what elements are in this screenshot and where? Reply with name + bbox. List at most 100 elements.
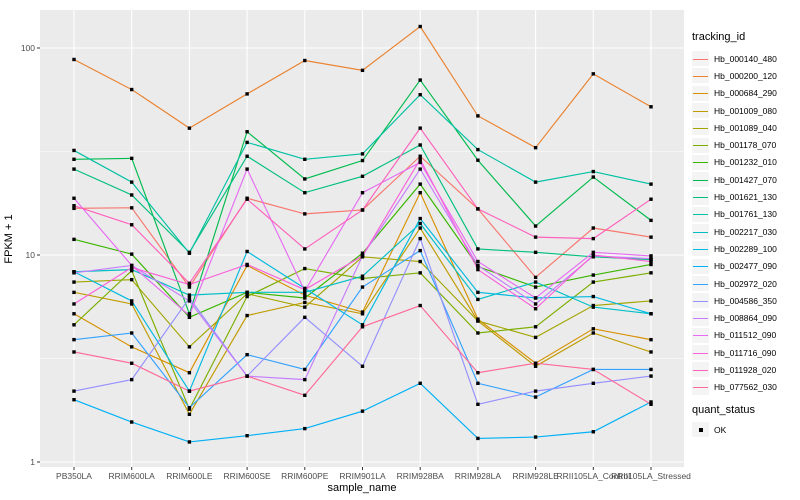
legend-key-swatch: [692, 103, 709, 119]
data-point: [649, 337, 653, 342]
data-point: [649, 254, 653, 258]
data-point: [418, 259, 422, 264]
legend-key-swatch: [692, 258, 709, 274]
data-point: [187, 345, 192, 349]
legend-key-line-icon: [693, 300, 708, 302]
legend-key-swatch: [692, 85, 709, 101]
data-point: [72, 167, 76, 171]
data-point: [418, 167, 422, 171]
data-point: [533, 235, 538, 239]
legend-item: Hb_004586_350: [692, 292, 777, 309]
data-point: [130, 252, 134, 256]
data-point: [591, 72, 595, 76]
data-point: [649, 105, 653, 109]
data-point: [418, 271, 422, 275]
data-point: [130, 223, 134, 227]
data-point: [649, 299, 653, 303]
data-point: [533, 325, 538, 329]
legend-item: Hb_000200_120: [692, 67, 777, 84]
data-point: [418, 92, 422, 97]
legend-item-label: Hb_001427_070: [714, 174, 777, 185]
data-point: [533, 435, 538, 439]
legend-items: Hb_000140_480 Hb_000200_120 Hb_000684_290 H…: [692, 50, 777, 396]
data-point: [533, 180, 538, 184]
legend-item: Hb_001427_070: [692, 171, 777, 188]
data-point: [360, 312, 365, 316]
data-point: [360, 325, 365, 329]
data-point: [72, 312, 76, 316]
data-point: [130, 277, 134, 282]
data-point: [187, 293, 192, 297]
x-tick-label: RRIM928BA: [397, 471, 445, 481]
data-point: [476, 297, 480, 302]
legend-item-label: Hb_077562_030: [714, 382, 777, 393]
legend-key-swatch: [692, 206, 709, 222]
data-point: [418, 78, 422, 82]
data-point: [418, 236, 422, 241]
legend-key-swatch: [692, 224, 709, 240]
data-point: [303, 300, 307, 305]
data-point: [591, 367, 595, 372]
data-point: [360, 274, 365, 278]
data-point: [187, 313, 192, 318]
x-tick-label: RRII105LA_Stressed: [611, 471, 691, 481]
data-point: [418, 303, 422, 308]
data-point: [360, 323, 365, 327]
data-point: [245, 140, 249, 145]
data-point: [72, 389, 76, 393]
data-point: [533, 395, 538, 399]
data-point: [187, 312, 192, 316]
data-point: [418, 157, 422, 161]
data-point: [72, 290, 76, 295]
data-point: [72, 271, 76, 275]
legend-key-line-icon: [693, 283, 708, 285]
data-point: [418, 226, 422, 230]
legend-item-label: Hb_001178_070: [714, 140, 777, 151]
data-point: [476, 147, 480, 152]
x-tick-label: RRII105LA_Control: [556, 471, 630, 481]
data-point: [187, 315, 192, 320]
data-point: [649, 402, 653, 406]
data-point: [303, 247, 307, 251]
data-point: [303, 177, 307, 181]
data-point: [72, 148, 76, 153]
legend-key-line-icon: [693, 352, 708, 354]
data-point: [476, 331, 480, 335]
legend-key-line-icon: [693, 162, 708, 164]
x-tick-label: RRIM600SE: [223, 471, 271, 481]
data-point: [591, 280, 595, 284]
data-point: [72, 204, 76, 208]
legend-title: tracking_id: [692, 31, 746, 43]
legend-item-label: Hb_002217_030: [714, 226, 777, 237]
legend-item-label: Hb_011716_090: [714, 347, 777, 358]
data-point: [72, 237, 76, 242]
data-point: [533, 224, 538, 228]
legend-item: Hb_000684_290: [692, 85, 777, 102]
data-point: [360, 310, 365, 314]
data-point: [476, 381, 480, 385]
legend-item: Hb_077562_030: [692, 379, 777, 396]
data-point: [533, 145, 538, 150]
legend-key-swatch: [692, 276, 709, 291]
data-point: [476, 436, 480, 441]
legend: tracking_id Hb_000140_480 Hb_000200_120 Hb…: [690, 0, 800, 500]
data-point: [418, 381, 422, 385]
x-tick-label: RRIM600LE: [166, 471, 213, 481]
data-point: [533, 335, 538, 340]
data-point: [476, 319, 480, 323]
data-point: [476, 267, 480, 272]
data-point: [72, 397, 76, 402]
data-point: [649, 400, 653, 404]
data-point: [245, 433, 249, 438]
data-point: [130, 377, 134, 382]
legend-item: Hb_001009_080: [692, 102, 777, 119]
data-point: [476, 114, 480, 118]
data-point: [649, 197, 653, 201]
data-point: [130, 193, 134, 197]
legend-item: Hb_002289_100: [692, 240, 777, 257]
data-point: [130, 299, 134, 303]
data-point: [418, 154, 422, 158]
black-square-point-icon: [698, 427, 703, 432]
